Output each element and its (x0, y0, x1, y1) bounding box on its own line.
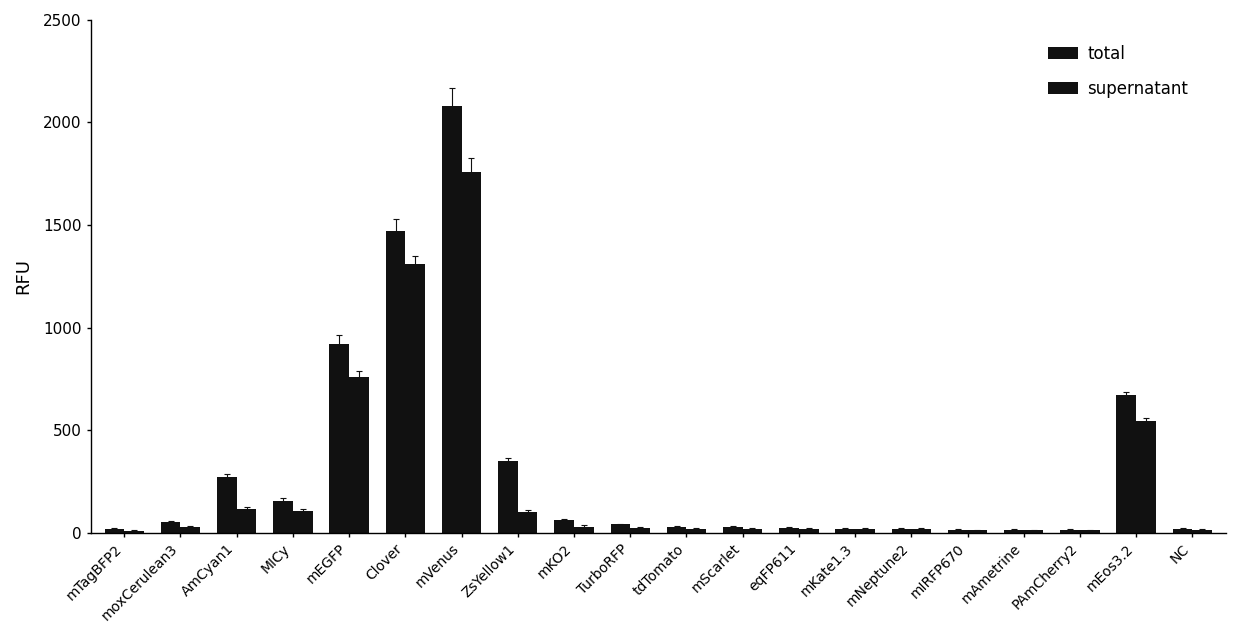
Bar (1080, 530, 1100, 533)
Bar (518, 512, 537, 533)
Bar (610, 524, 630, 533)
Bar (104, 529, 124, 533)
Y-axis label: RFU: RFU (14, 258, 32, 294)
Bar (1004, 529, 1024, 533)
Bar (237, 509, 257, 533)
Bar (124, 531, 144, 533)
Bar (630, 527, 650, 533)
Legend: total, supernatant: total, supernatant (1040, 38, 1195, 104)
Bar (1193, 529, 1211, 533)
Bar (554, 520, 574, 533)
Bar (498, 461, 518, 533)
Bar (217, 477, 237, 533)
Bar (1116, 395, 1136, 533)
Bar (836, 529, 856, 533)
Bar (723, 527, 743, 533)
Bar (405, 264, 425, 533)
Bar (441, 106, 461, 533)
Bar (799, 529, 818, 533)
Bar (461, 172, 481, 533)
Bar (892, 529, 911, 533)
Bar (350, 377, 368, 533)
Bar (386, 231, 405, 533)
Bar (330, 344, 350, 533)
Bar (687, 529, 706, 533)
Bar (1024, 530, 1043, 533)
Bar (574, 527, 594, 533)
Bar (1136, 421, 1156, 533)
Bar (743, 529, 763, 533)
Bar (911, 529, 931, 533)
Bar (967, 530, 987, 533)
Bar (293, 511, 312, 533)
Bar (779, 527, 799, 533)
Bar (181, 527, 200, 533)
Bar (1060, 529, 1080, 533)
Bar (273, 501, 293, 533)
Bar (1173, 529, 1193, 533)
Bar (161, 522, 181, 533)
Bar (947, 529, 967, 533)
Bar (667, 527, 687, 533)
Bar (856, 529, 874, 533)
